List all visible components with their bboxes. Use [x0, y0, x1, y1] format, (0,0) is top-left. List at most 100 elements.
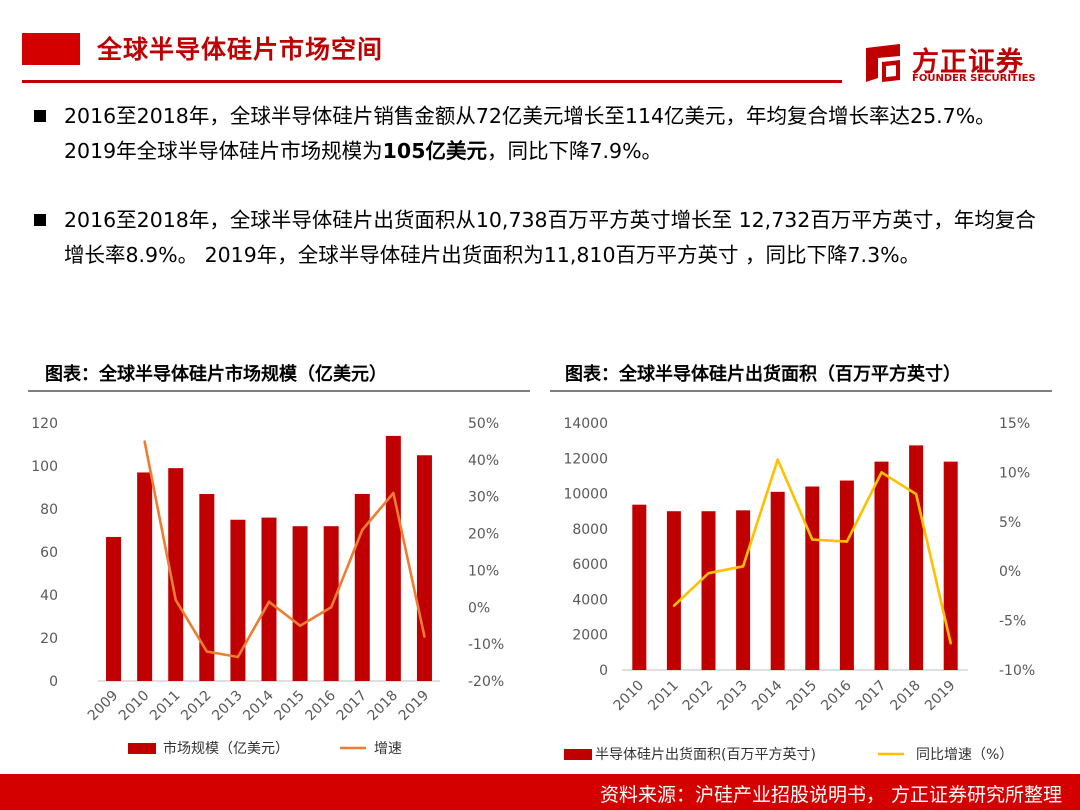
x-axis-tick-label: 2016: [302, 687, 339, 724]
legend-line-label: 同比增速（%）: [916, 747, 1013, 763]
line-point: [776, 458, 779, 461]
y-axis-right-tick-label: 5%: [999, 515, 1021, 531]
y-axis-left-tick-label: 20: [40, 631, 58, 647]
x-axis-tick-label: 2014: [240, 687, 277, 724]
bar: [385, 435, 401, 681]
y-axis-left-tick-label: 100: [31, 459, 58, 475]
bullet-1-text-end: ，同比下降7.9%。: [486, 139, 663, 163]
bar: [106, 536, 122, 681]
x-axis-tick-label: 2019: [396, 688, 433, 725]
x-axis-tick-label: 2012: [680, 678, 717, 715]
chart-1-title: 图表：全球半导体硅片市场规模（亿美元）: [45, 364, 387, 385]
y-axis-left-tick-label: 12000: [563, 451, 608, 467]
y-axis-right-tick-label: 10%: [999, 465, 1030, 481]
bullet-2-text: 2016至2018年，全球半导体硅片出货面积从10,738百万平方英寸增长至 1…: [64, 208, 1036, 267]
bullet-marker: [34, 110, 46, 122]
bar: [943, 461, 958, 670]
chart-2-shipment-area: 0 2000 4000 6000 8000 10000 12000 14000 -10% -5% 0…: [563, 416, 1035, 763]
legend-line-label: 增速: [374, 741, 402, 757]
bar: [874, 461, 889, 670]
x-axis-tick-label: 2015: [784, 678, 821, 715]
y-axis-left-tick-label: 0: [599, 663, 608, 679]
y-axis-left-tick-label: 14000: [563, 416, 608, 432]
bullet-paragraph-1: 2016至2018年，全球半导体硅片销售金额从72亿美元增长至114亿美元，年均…: [64, 99, 1049, 169]
legend-bar-label: 市场规模（亿美元）: [163, 740, 289, 757]
legend-bar-label: 半导体硅片出货面积(百万平方英寸): [595, 746, 816, 763]
y-axis-right-tick-label: 20%: [468, 527, 499, 543]
header-accent-bar: [22, 33, 80, 65]
y-axis-right-tick-label: 10%: [468, 563, 499, 579]
line-point: [361, 528, 364, 532]
x-axis-tick-label: 2018: [887, 678, 924, 715]
y-axis-right-tick-label: -5%: [999, 614, 1026, 630]
y-axis-right-tick-label: 40%: [468, 453, 499, 469]
page-title: 全球半导体硅片市场空间: [97, 35, 384, 64]
bar: [701, 511, 716, 670]
y-axis-left-tick-label: 0: [49, 674, 58, 690]
x-axis-tick-label: 2014: [749, 677, 786, 714]
x-axis-tick-label: 2013: [714, 678, 751, 715]
y-axis-right-tick-label: -10%: [468, 637, 504, 653]
footer-bar: 资料来源：沪硅产业招股说明书， 方正证券研究所整理: [0, 774, 1080, 810]
y-axis-left-tick-label: 40: [40, 588, 58, 604]
bar: [168, 468, 184, 681]
line-point: [174, 598, 177, 602]
line-point: [914, 492, 918, 496]
bullet-1-text: 2016至2018年，全球半导体硅片销售金额从72亿美元增长至114亿美元，年均…: [64, 104, 996, 163]
bar: [805, 486, 820, 670]
y-axis-right-tick-label: 30%: [468, 490, 499, 506]
logo-text-cn: 方正证券: [912, 47, 1024, 78]
line-point: [949, 642, 952, 645]
y-axis-left-tick-label: 4000: [572, 592, 608, 608]
line-point: [741, 565, 745, 568]
x-axis-tick-label: 2017: [334, 688, 371, 725]
y-axis-right-tick-label: 15%: [999, 416, 1030, 432]
y-axis-left-tick-label: 80: [40, 502, 58, 518]
x-axis-tick-label: 2015: [271, 688, 308, 725]
y-axis-left-tick-label: 120: [31, 416, 58, 432]
x-axis-tick-label: 2013: [209, 688, 246, 725]
x-axis-tick-label: 2011: [147, 688, 184, 725]
line-point: [267, 600, 271, 603]
bar: [416, 455, 432, 681]
y-axis-right-tick-label: 0%: [468, 600, 490, 616]
x-axis-tick-label: 2019: [922, 678, 959, 715]
y-axis-left-tick-label: 60: [40, 545, 58, 561]
bar: [323, 526, 339, 681]
y-axis-right-tick-label: 50%: [468, 416, 499, 432]
bar: [292, 526, 308, 681]
y-axis-left-tick-label: 2000: [572, 628, 608, 644]
chart-1-title-rule: [28, 390, 530, 392]
logo-text-en: FOUNDER SECURITIES: [912, 73, 1036, 84]
bar: [137, 472, 153, 681]
bar: [770, 491, 785, 670]
bullet-marker: [34, 214, 46, 226]
legend-bar-swatch: [564, 749, 592, 760]
bar: [909, 445, 924, 670]
header-divider: [22, 80, 842, 83]
chart-2-title-rule: [550, 390, 1052, 392]
y-axis-right-tick-label: 0%: [999, 564, 1021, 580]
line-point: [205, 650, 209, 653]
line-point: [707, 571, 710, 575]
y-axis-left-tick-label: 6000: [572, 557, 608, 573]
bar: [230, 519, 246, 681]
bar: [199, 493, 215, 681]
line-point: [672, 604, 676, 607]
founder-logo: 方正证券 FOUNDER SECURITIES: [862, 40, 1052, 90]
bar: [666, 511, 681, 670]
x-axis-tick-label: 2010: [611, 678, 648, 715]
line-point: [329, 606, 333, 609]
bullet-paragraph-2: 2016至2018年，全球半导体硅片出货面积从10,738百万平方英寸增长至 1…: [64, 203, 1049, 273]
y-axis-right-tick-label: -10%: [999, 663, 1035, 679]
line-point: [423, 635, 426, 638]
y-axis-right-tick-label: -20%: [468, 674, 504, 690]
bullet-1-bold: 105亿美元: [382, 139, 487, 163]
growth-line-series: [143, 441, 426, 659]
footer-source: 资料来源：沪硅产业招股说明书， 方正证券研究所整理: [599, 784, 1062, 806]
bar: [261, 517, 277, 681]
line-point: [811, 538, 814, 541]
x-axis-tick-label: 2009: [85, 688, 122, 725]
x-axis-tick-label: 2010: [116, 688, 153, 725]
x-axis-tick-label: 2017: [853, 678, 890, 715]
